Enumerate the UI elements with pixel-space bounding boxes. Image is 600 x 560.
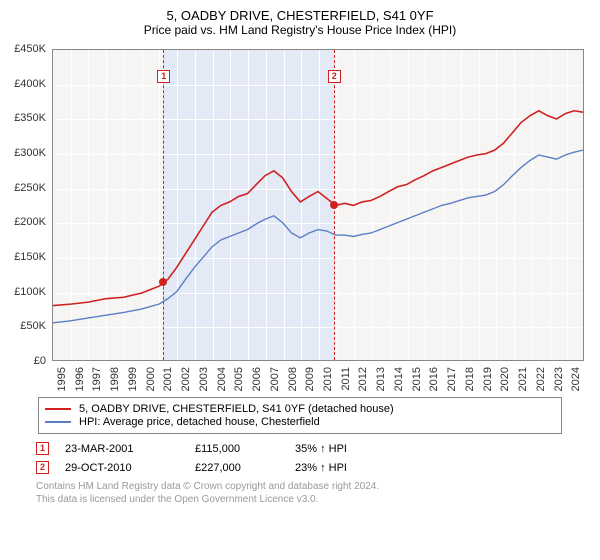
x-tick-label: 2023 — [553, 367, 565, 391]
x-tick-label: 2015 — [411, 367, 423, 391]
x-tick-label: 2016 — [428, 367, 440, 391]
y-axis: £0 £50K £100K £150K £200K £250K £300K £350K £400… — [0, 43, 50, 367]
x-tick-label: 2010 — [322, 367, 334, 391]
x-tick-label: 2014 — [393, 367, 405, 391]
y-tick-label: £0 — [34, 355, 46, 367]
y-tick-label: £300K — [14, 147, 46, 159]
y-tick-label: £400K — [14, 78, 46, 90]
sale-badge: 2 — [36, 461, 49, 474]
x-tick-label: 2006 — [251, 367, 263, 391]
x-tick-label: 2012 — [357, 367, 369, 391]
y-tick-label: £50K — [20, 320, 46, 332]
y-tick-label: £450K — [14, 43, 46, 55]
x-tick-label: 1996 — [74, 367, 86, 391]
y-tick-label: £350K — [14, 112, 46, 124]
event-badge: 1 — [157, 70, 170, 83]
sale-date: 23-MAR-2001 — [65, 443, 195, 455]
sale-row: 1 23-MAR-2001£115,00035% ↑ HPI — [36, 442, 600, 455]
sale-badge: 1 — [36, 442, 49, 455]
sale-marker-dot — [330, 201, 338, 209]
x-tick-label: 2000 — [145, 367, 157, 391]
legend-box: 5, OADBY DRIVE, CHESTERFIELD, S41 0YF (d… — [38, 397, 562, 434]
line-series-svg — [53, 50, 583, 361]
sale-hpi: 23% ↑ HPI — [295, 462, 395, 474]
sale-price: £115,000 — [195, 443, 295, 455]
y-tick-label: £250K — [14, 182, 46, 194]
license-line-1: Contains HM Land Registry data © Crown c… — [36, 480, 600, 493]
legend-swatch — [45, 421, 71, 423]
x-tick-label: 2013 — [375, 367, 387, 391]
x-tick-label: 2009 — [304, 367, 316, 391]
x-tick-label: 2011 — [340, 367, 352, 391]
chart-title: 5, OADBY DRIVE, CHESTERFIELD, S41 0YF — [0, 8, 600, 23]
x-tick-label: 1997 — [91, 367, 103, 391]
license-line-2: This data is licensed under the Open Gov… — [36, 493, 600, 506]
x-tick-label: 1998 — [109, 367, 121, 391]
legend-item: 5, OADBY DRIVE, CHESTERFIELD, S41 0YF (d… — [45, 403, 555, 415]
legend-item: HPI: Average price, detached house, Ches… — [45, 416, 555, 428]
x-tick-label: 1999 — [127, 367, 139, 391]
event-badge: 2 — [328, 70, 341, 83]
x-tick-label: 2017 — [446, 367, 458, 391]
x-tick-label: 2004 — [216, 367, 228, 391]
event-line — [163, 50, 164, 360]
x-tick-label: 2001 — [162, 367, 174, 391]
x-tick-label: 2020 — [499, 367, 511, 391]
x-tick-label: 2019 — [482, 367, 494, 391]
x-tick-label: 2008 — [287, 367, 299, 391]
x-tick-label: 2002 — [180, 367, 192, 391]
y-tick-label: £100K — [14, 286, 46, 298]
sale-price: £227,000 — [195, 462, 295, 474]
x-tick-label: 2005 — [233, 367, 245, 391]
x-tick-label: 2018 — [464, 367, 476, 391]
x-tick-label: 2003 — [198, 367, 210, 391]
x-tick-label: 2021 — [517, 367, 529, 391]
sales-list: 1 23-MAR-2001£115,00035% ↑ HPI 2 29-OCT-201… — [36, 442, 600, 474]
series-line-property — [53, 111, 583, 306]
x-tick-label: 1995 — [56, 367, 68, 391]
y-tick-label: £200K — [14, 216, 46, 228]
plot-area: £0 £50K £100K £150K £200K £250K £300K £350K £400… — [0, 43, 600, 393]
x-tick-label: 2022 — [535, 367, 547, 391]
plot-inner: 12 — [52, 49, 584, 361]
legend-swatch — [45, 408, 71, 410]
sale-hpi: 35% ↑ HPI — [295, 443, 395, 455]
series-line-hpi — [53, 150, 583, 323]
sale-row: 2 29-OCT-2010£227,00023% ↑ HPI — [36, 461, 600, 474]
x-tick-label: 2024 — [570, 367, 582, 391]
sale-date: 29-OCT-2010 — [65, 462, 195, 474]
license-text: Contains HM Land Registry data © Crown c… — [36, 480, 600, 506]
legend-label: HPI: Average price, detached house, Ches… — [79, 416, 320, 428]
x-tick-label: 2007 — [269, 367, 281, 391]
x-axis: 1995 1996 1997 1998 1999 2000 2001 2002 2003 2004… — [52, 363, 584, 393]
legend-label: 5, OADBY DRIVE, CHESTERFIELD, S41 0YF (d… — [79, 403, 394, 415]
y-tick-label: £150K — [14, 251, 46, 263]
chart-subtitle: Price paid vs. HM Land Registry's House … — [0, 23, 600, 37]
